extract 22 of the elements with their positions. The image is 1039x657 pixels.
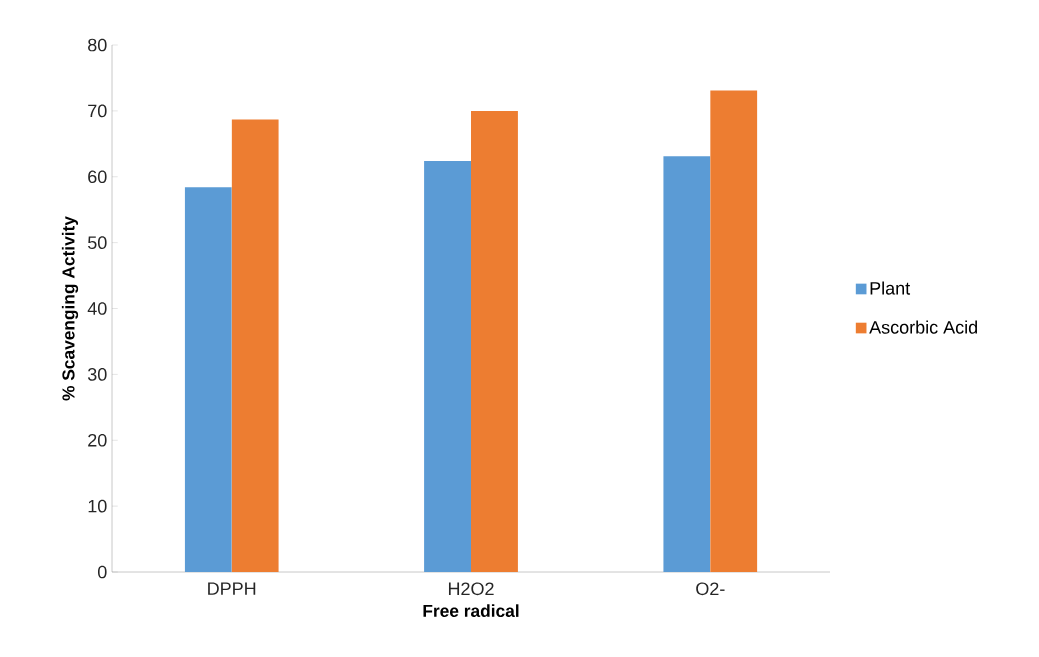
bar xyxy=(424,160,471,572)
x-axis-title: Free radical xyxy=(423,604,519,618)
y-tick-label: 70 xyxy=(88,104,107,118)
bar xyxy=(710,90,758,572)
bar xyxy=(663,156,711,572)
y-tick-label: 30 xyxy=(87,368,107,381)
y-tick-label: 60 xyxy=(88,170,107,184)
bar xyxy=(231,119,279,572)
y-tick-label: 20 xyxy=(88,433,107,447)
x-tick-label: O2- xyxy=(696,582,725,596)
y-tick-label: 80 xyxy=(88,38,107,52)
y-tick-label: 0 xyxy=(97,565,107,579)
bar xyxy=(184,187,232,572)
legend-label: Ascorbic Acid xyxy=(869,320,977,334)
x-tick-label: DPPH xyxy=(208,582,256,595)
x-tick-label: H2O2 xyxy=(448,582,494,596)
legend-label: Plant xyxy=(870,281,911,295)
y-axis-title: % Scavenging Activity xyxy=(61,216,79,401)
bar xyxy=(471,110,518,572)
y-tick-label: 40 xyxy=(87,302,107,315)
y-tick-label: 10 xyxy=(88,499,107,513)
y-tick-label: 50 xyxy=(87,236,107,249)
